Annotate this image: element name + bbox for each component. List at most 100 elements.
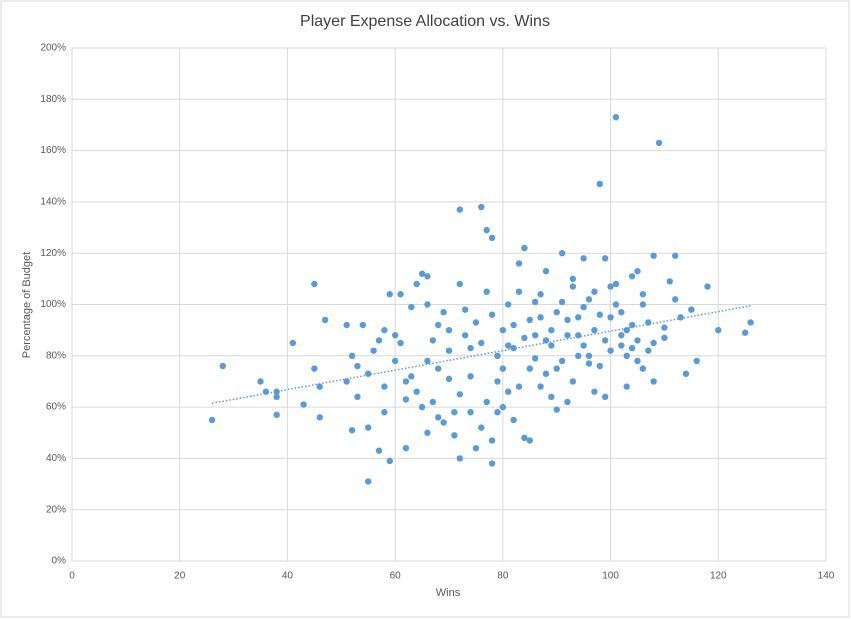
point [607,347,614,354]
x-axis-title: Wins [436,587,461,599]
point [488,437,496,444]
point [316,414,323,421]
point [585,352,593,359]
point [424,273,431,280]
point [354,362,361,370]
point [311,365,318,372]
point [526,365,533,372]
point [429,337,437,344]
point [553,406,560,413]
point [273,411,280,418]
point [445,375,453,383]
point [564,398,571,406]
point [618,308,625,316]
y-tick-label: 0% [52,556,67,567]
point [526,437,533,444]
y-tick-label: 160% [40,145,66,156]
x-tick-label: 60 [390,571,402,582]
point [505,388,512,395]
point [601,255,609,262]
point [585,296,593,303]
point [553,365,560,372]
point [542,370,550,377]
point [402,396,410,403]
point [575,314,582,321]
point [483,226,490,234]
point [456,391,463,398]
point [591,288,598,295]
point [564,332,571,339]
point [634,267,641,275]
y-tick-label: 40% [46,453,66,464]
point [510,321,517,329]
point [618,342,625,349]
point [585,360,593,367]
point [688,306,695,313]
point [661,334,668,342]
point [569,378,577,385]
point [510,416,517,424]
point [456,280,463,288]
point [316,383,323,390]
y-tick-label: 100% [40,299,66,310]
point [208,416,216,424]
point [639,291,647,298]
point [354,393,361,401]
point [343,321,350,329]
point [499,326,507,334]
point [537,291,544,298]
y-tick-label: 120% [40,248,66,259]
point [548,393,555,401]
point [558,250,566,257]
point [548,342,555,349]
grid: 0% 20% 40% 60% 80% 100% 120% 140% 160% 180% 200% 0 2… [40,43,834,582]
point [715,326,722,334]
point [521,244,528,252]
point [521,334,528,342]
x-tick-label: 40 [282,571,294,582]
point [677,314,684,321]
point [343,378,350,385]
point [580,303,587,311]
point [515,260,523,267]
point [478,203,485,211]
point [472,319,480,326]
point [375,447,383,454]
point [219,362,226,370]
point [321,316,329,324]
point [381,326,388,334]
point [612,114,620,121]
point [639,365,647,372]
y-axis-title: Percentage of Budget [21,252,33,358]
y-tick-label: 60% [46,402,66,413]
point [494,409,501,416]
x-tick-label: 140 [818,571,835,582]
point [440,419,447,426]
point [461,332,469,339]
point [537,383,544,390]
point [397,339,404,347]
point [672,252,679,259]
point [515,288,523,295]
point [553,308,560,316]
point [661,324,668,331]
point [289,339,297,347]
point [494,352,501,359]
point [542,337,550,344]
point [531,332,539,339]
point [402,378,410,385]
point [370,347,377,354]
point [542,267,550,275]
chart-title: Player Expense Allocation vs. Wins [300,13,550,30]
point [461,306,469,313]
point [531,298,539,306]
point [478,424,485,431]
y-tick-label: 140% [40,197,66,208]
point [435,414,442,421]
point [397,291,404,298]
point [402,444,410,452]
point [262,388,270,395]
point [526,316,533,324]
